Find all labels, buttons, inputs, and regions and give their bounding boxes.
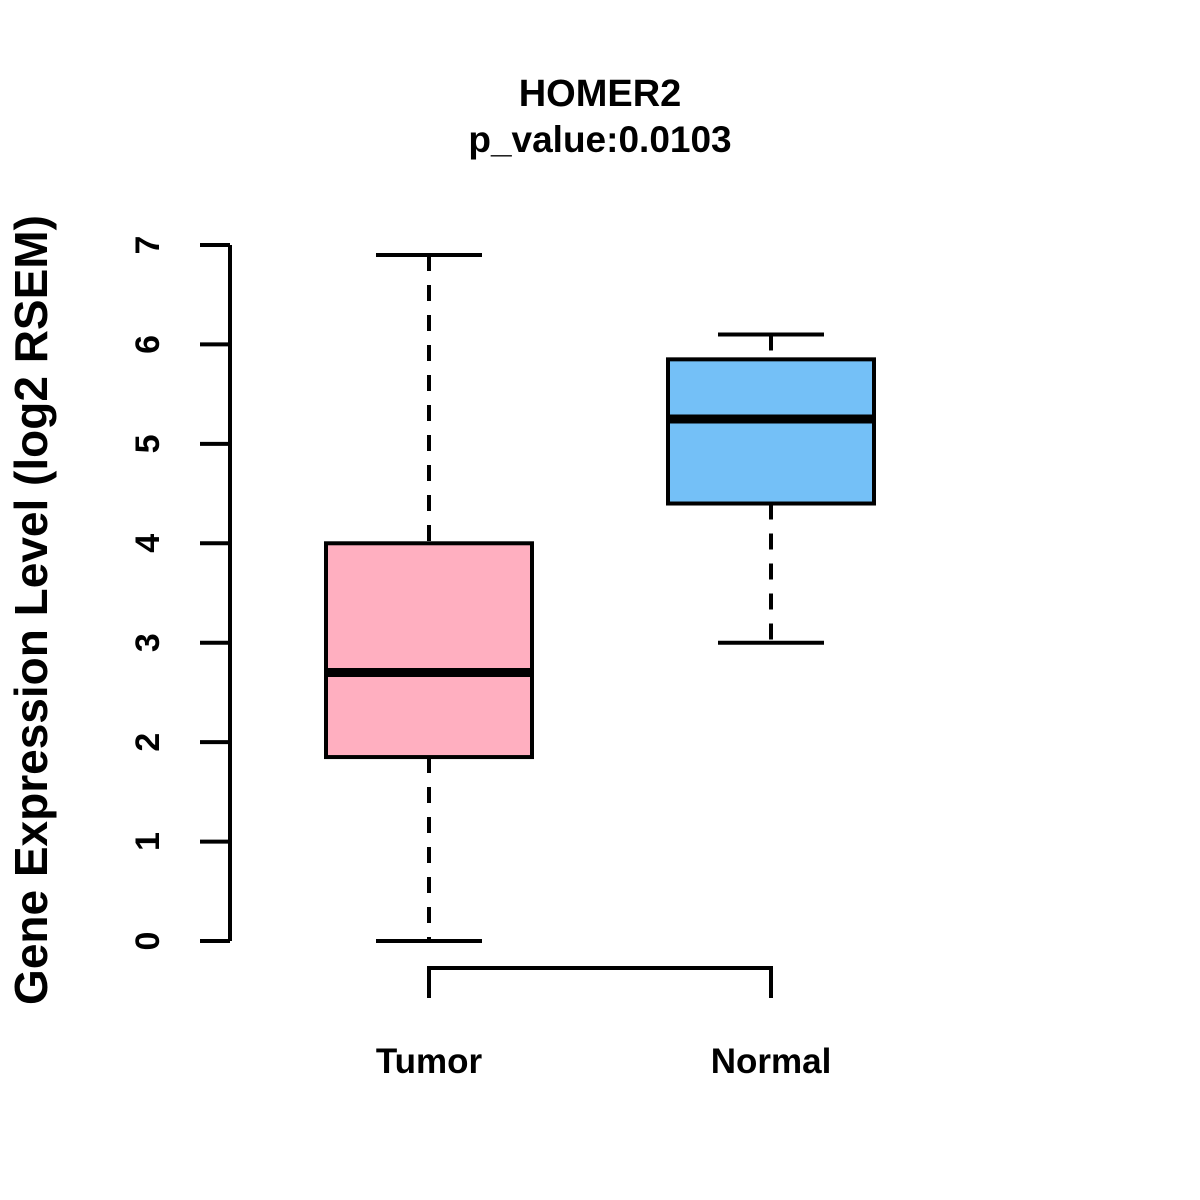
x-tick-label-normal: Normal (710, 1042, 832, 1081)
y-tick-label: 1 (129, 832, 167, 851)
chart-title: HOMER2 (518, 73, 682, 115)
x-axis-bracket (427, 966, 773, 998)
y-tick-label: 7 (129, 236, 167, 255)
tumor-iqr-box (324, 541, 534, 760)
chart-subtitle: p_value:0.0103 (468, 119, 732, 160)
y-tick-label: 3 (129, 633, 167, 652)
y-tick-label: 0 (129, 932, 167, 951)
y-tick-label: 2 (129, 733, 167, 752)
y-tick-label: 6 (129, 335, 167, 354)
normal-iqr-box (666, 357, 876, 506)
y-tick-label: 5 (129, 434, 167, 453)
x-tick-label-tumor: Tumor (375, 1042, 483, 1081)
y-tick-label: 4 (129, 534, 167, 553)
